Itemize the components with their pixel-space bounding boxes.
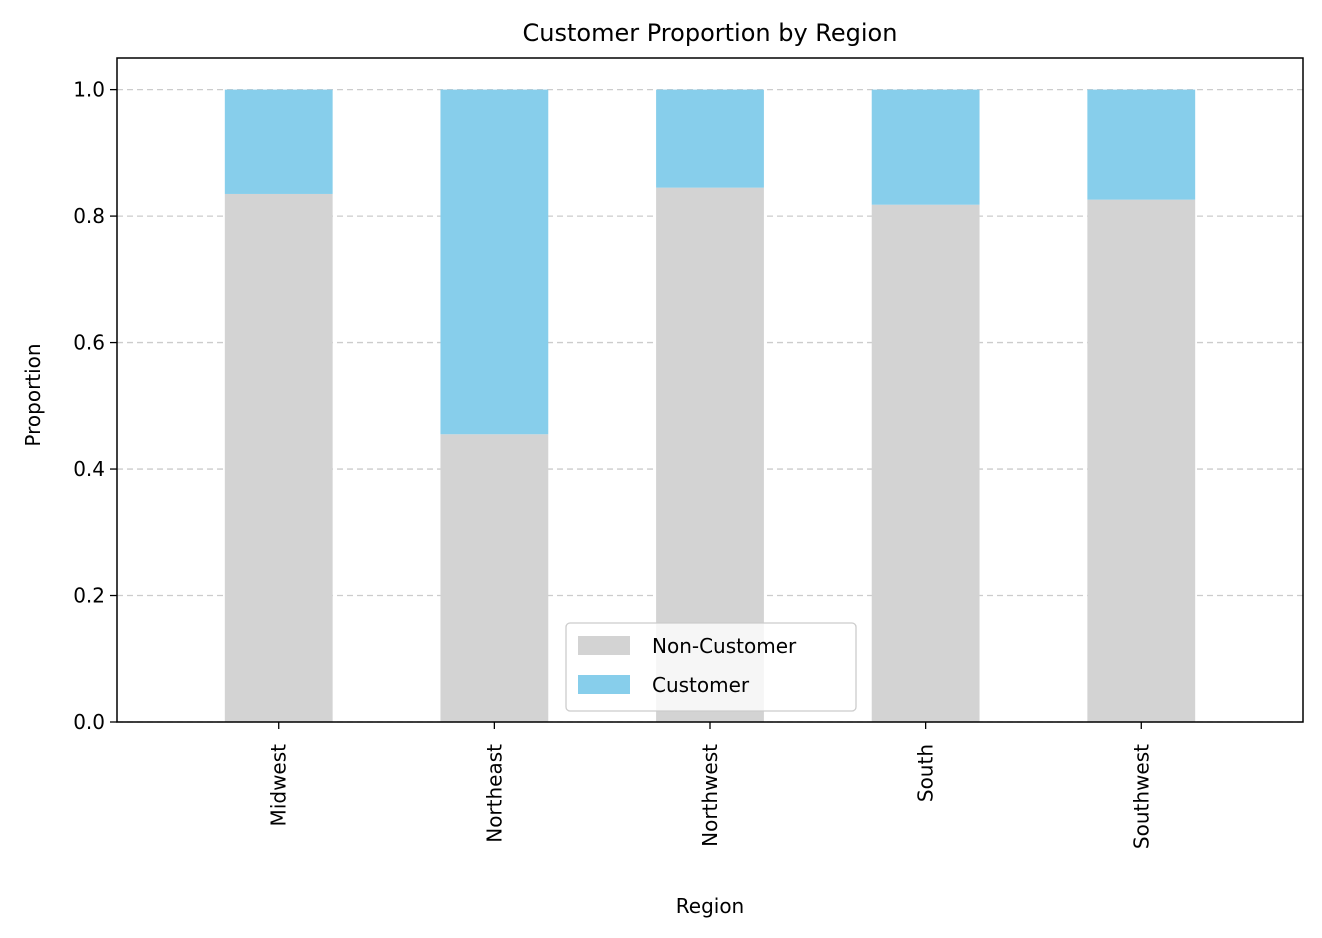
legend-swatch: [578, 675, 630, 694]
bar-non-customer-midwest: [224, 193, 333, 722]
y-tick-label: 0.0: [73, 710, 105, 734]
y-tick-label: 0.2: [73, 584, 105, 608]
y-tick-label: 0.8: [73, 204, 105, 228]
x-axis-title: Region: [676, 894, 744, 918]
x-tick-label: Northwest: [698, 744, 722, 847]
x-tick-label: Southwest: [1129, 744, 1153, 849]
x-tick-label: Midwest: [267, 744, 291, 827]
y-axis-title: Proportion: [21, 343, 45, 446]
bar-non-customer-south: [871, 204, 980, 722]
bar-customer-south: [871, 89, 980, 205]
bar-non-customer-northeast: [440, 434, 549, 722]
bar-customer-northeast: [440, 89, 549, 435]
legend: Non-Customer Customer: [565, 622, 857, 712]
legend-frame: [565, 622, 857, 712]
y-axis: 0.0 0.2 0.4 0.6 0.8 1.0: [73, 78, 117, 734]
y-tick-label: 1.0: [73, 78, 105, 102]
bar-customer-northwest: [656, 89, 764, 188]
x-tick-label: South: [914, 744, 938, 802]
bars: [224, 89, 1196, 723]
legend-label: Customer: [652, 673, 750, 697]
bar-non-customer-southwest: [1087, 199, 1196, 723]
chart-title: Customer Proportion by Region: [523, 19, 898, 47]
legend-label: Non-Customer: [652, 634, 797, 658]
x-tick-label: Northeast: [482, 744, 506, 843]
legend-swatch: [578, 636, 630, 655]
bar-customer-midwest: [224, 89, 333, 194]
y-tick-label: 0.4: [73, 457, 105, 481]
x-axis: Midwest Northeast Northwest South Southwest: [267, 722, 1153, 849]
y-tick-label: 0.6: [73, 331, 105, 355]
bar-customer-southwest: [1087, 89, 1196, 200]
